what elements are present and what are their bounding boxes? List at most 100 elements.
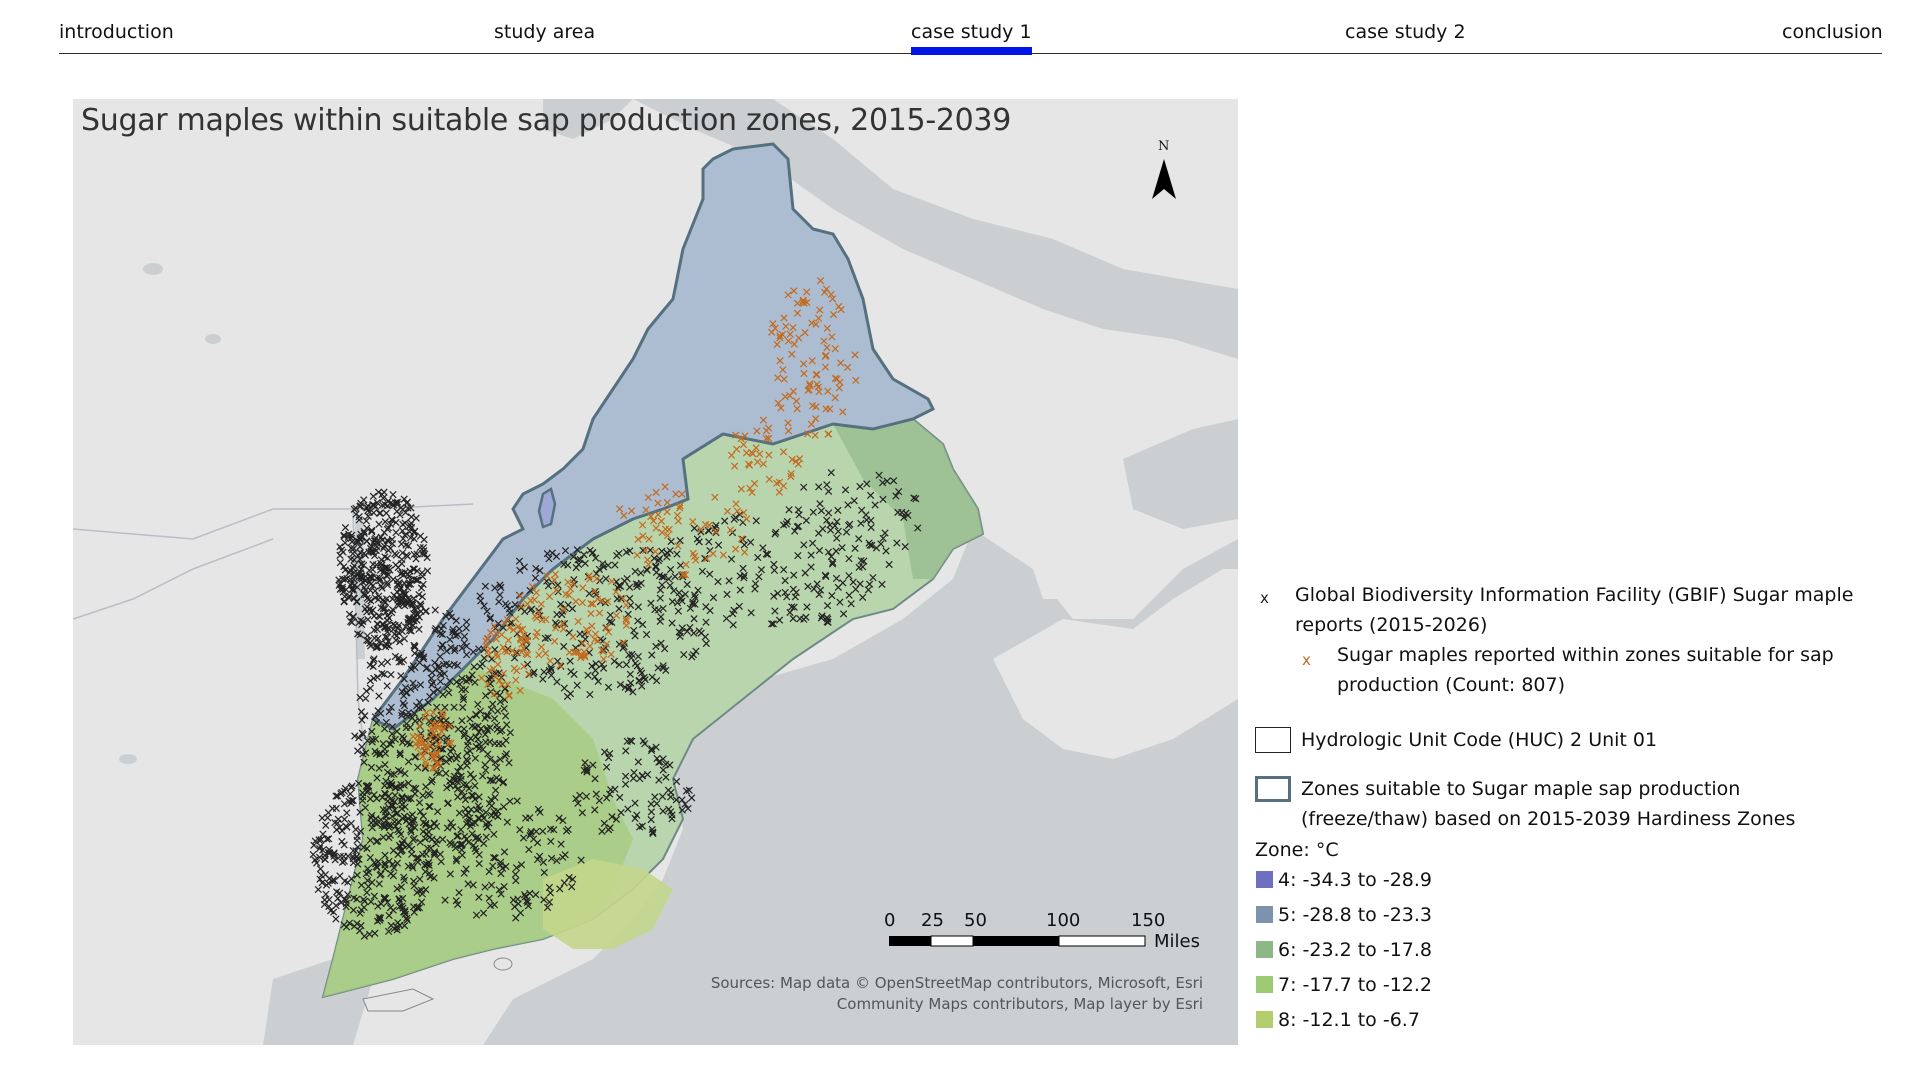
occurrence-marker	[372, 815, 380, 823]
occurrence-marker	[338, 827, 346, 835]
occurrence-marker	[503, 681, 512, 689]
occurrence-marker	[701, 554, 709, 563]
occurrence-marker	[663, 549, 672, 557]
land-islands	[993, 549, 1238, 759]
occurrence-marker	[385, 911, 393, 920]
occurrence-marker	[433, 836, 441, 844]
occurrence-marker	[364, 876, 372, 885]
occurrence-marker	[311, 856, 319, 864]
occurrence-marker	[702, 603, 710, 611]
tab-case-study-2[interactable]: case study 2	[1345, 21, 1466, 43]
occurrence-marker	[421, 607, 430, 615]
occurrence-marker	[788, 455, 796, 464]
occurrence-marker	[359, 789, 367, 797]
map-canvas[interactable]	[73, 99, 1238, 1045]
occurrence-marker	[859, 593, 867, 601]
occurrence-marker	[767, 620, 776, 628]
occurrence-marker	[730, 606, 738, 614]
occurrence-marker	[458, 644, 466, 652]
occurrence-marker	[881, 529, 889, 537]
occurrence-marker	[444, 799, 452, 807]
occurrence-marker	[364, 882, 373, 891]
occurrence-marker	[401, 531, 409, 539]
occurrence-marker	[477, 674, 486, 682]
occurrence-marker	[414, 858, 422, 866]
occurrence-marker	[576, 556, 584, 564]
occurrence-marker	[837, 359, 845, 367]
occurrence-marker	[383, 563, 391, 572]
occurrence-marker	[652, 488, 660, 497]
occurrence-marker	[397, 540, 406, 548]
occurrence-marker	[423, 553, 431, 562]
occurrence-marker	[345, 610, 354, 618]
occurrence-marker	[729, 621, 737, 629]
occurrence-marker	[512, 864, 521, 872]
occurrence-marker	[495, 598, 503, 606]
occurrence-marker	[523, 636, 532, 645]
occurrence-marker	[657, 613, 665, 621]
map-panel: Sugar maples within suitable sap product…	[73, 99, 1238, 1045]
occurrence-marker	[622, 548, 631, 556]
tab-case-study-1[interactable]: case study 1	[911, 21, 1032, 55]
occurrence-marker	[431, 659, 439, 667]
tab-conclusion[interactable]: conclusion	[1782, 21, 1883, 43]
occurrence-marker	[559, 625, 568, 633]
occurrence-marker	[436, 652, 444, 661]
occurrence-marker	[722, 614, 731, 623]
occurrence-marker	[723, 507, 732, 515]
occurrence-marker	[498, 681, 506, 689]
tab-introduction[interactable]: introduction	[59, 21, 174, 43]
occurrence-marker	[496, 727, 504, 735]
occurrence-marker	[363, 737, 372, 745]
occurrence-marker	[477, 597, 485, 605]
occurrence-marker	[701, 521, 710, 529]
occurrence-marker	[357, 616, 365, 624]
occurrence-marker	[416, 838, 424, 846]
occurrence-marker	[404, 712, 412, 720]
occurrence-marker	[806, 380, 814, 388]
occurrence-marker	[498, 740, 507, 748]
occurrence-marker	[409, 903, 418, 911]
occurrence-marker	[735, 602, 743, 610]
occurrence-marker	[337, 584, 345, 592]
occurrence-marker	[353, 895, 361, 903]
zone-label: 4: -34.3 to -28.9	[1278, 869, 1433, 891]
occurrence-marker	[318, 879, 326, 887]
occurrence-marker	[673, 550, 681, 558]
occurrence-marker	[815, 388, 823, 396]
gbif-markers	[309, 469, 922, 940]
occurrence-marker	[391, 791, 399, 799]
occurrence-marker	[657, 517, 665, 525]
occurrence-marker	[394, 766, 403, 775]
occurrence-marker	[752, 517, 760, 525]
occurrence-marker	[469, 774, 478, 782]
occurrence-marker	[536, 852, 544, 860]
occurrence-marker	[322, 881, 331, 889]
occurrence-marker	[739, 564, 747, 572]
occurrence-marker	[737, 435, 745, 443]
occurrence-marker	[736, 586, 744, 594]
occurrence-marker	[540, 668, 548, 676]
occurrence-marker	[375, 520, 383, 528]
occurrence-marker	[375, 692, 383, 700]
occurrence-marker	[450, 703, 458, 711]
occurrence-marker	[588, 622, 596, 630]
occurrence-marker	[816, 306, 824, 314]
tab-study-area[interactable]: study area	[494, 21, 596, 43]
occurrence-marker	[580, 550, 588, 559]
occurrence-marker	[756, 450, 764, 458]
occurrence-marker	[368, 526, 376, 534]
occurrence-marker	[695, 627, 703, 635]
occurrence-marker	[532, 589, 541, 597]
occurrence-marker	[348, 618, 356, 626]
occurrence-marker	[482, 738, 490, 746]
occurrence-marker	[388, 781, 396, 789]
occurrence-marker	[381, 851, 389, 859]
occurrence-marker	[322, 821, 330, 830]
zone-label: 8: -12.1 to -6.7	[1278, 1009, 1420, 1031]
occurrence-marker	[450, 772, 458, 780]
occurrence-marker	[629, 774, 638, 783]
occurrence-marker	[681, 590, 689, 598]
occurrence-marker	[434, 686, 442, 694]
occurrence-marker	[530, 596, 539, 604]
